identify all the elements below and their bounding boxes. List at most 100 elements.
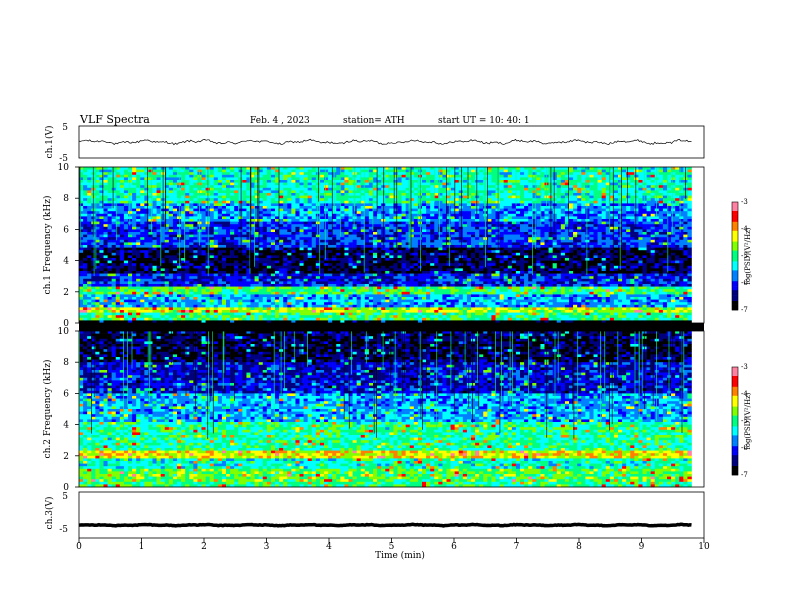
spectrogram-cell <box>107 185 112 189</box>
spectrogram-cell <box>552 169 558 173</box>
spectrogram-cell <box>148 190 153 194</box>
spectrogram-cell <box>348 234 353 238</box>
spectrogram-cell <box>438 219 443 222</box>
spectrogram-cell <box>662 237 668 241</box>
spectrogram-cell <box>593 180 598 183</box>
spectrogram-cell <box>528 219 533 222</box>
spectrogram-cell <box>107 208 112 212</box>
spectrogram-cell <box>360 187 366 191</box>
spectrogram-cell <box>401 182 406 186</box>
spectrogram-cell <box>560 239 566 243</box>
spectrogram-cell <box>430 234 435 238</box>
spectrogram-cell <box>352 242 357 246</box>
spectrogram-cell <box>503 226 509 230</box>
spectrogram-cell <box>385 200 390 204</box>
spectrogram-cell <box>446 208 451 212</box>
spectrogram-cell <box>511 203 517 207</box>
spectrogram-cell <box>230 216 235 220</box>
spectrogram-cell <box>577 219 582 222</box>
spectrogram-cell <box>552 247 558 251</box>
spectrogram-cell <box>466 208 472 212</box>
spectrogram-cell <box>487 232 492 235</box>
spectrogram-cell <box>319 177 325 181</box>
spectrogram-cell <box>262 232 268 235</box>
spectrogram-cell <box>123 211 129 215</box>
spectrogram-cell <box>532 229 537 233</box>
spectrogram-cell <box>144 250 149 254</box>
spectrogram-cell <box>275 229 280 233</box>
spectrogram-cell <box>201 182 206 186</box>
spectrogram-cell <box>577 229 582 233</box>
spectrogram-cell <box>430 229 435 233</box>
spectrogram-cell <box>536 242 541 246</box>
spectrogram-cell <box>687 242 692 246</box>
spectrogram-cell <box>471 193 476 196</box>
spectrogram-cell <box>115 185 121 189</box>
spectrogram-cell <box>177 224 182 228</box>
spectrogram-cell <box>507 167 513 170</box>
spectrogram-cell <box>585 187 590 191</box>
spectrogram-cell <box>650 234 656 238</box>
spectrogram-cell <box>630 172 635 176</box>
spectrogram-cell <box>303 208 308 212</box>
spectrogram-cell <box>230 185 235 189</box>
spectrogram-cell <box>552 219 558 222</box>
spectrogram-cell <box>291 203 296 207</box>
spectrogram-cell <box>577 203 582 207</box>
spectrogram-cell <box>311 208 317 212</box>
spectrogram-cell <box>324 247 329 251</box>
spectrogram-cell <box>185 172 190 176</box>
spectrogram-cell <box>201 250 206 254</box>
spectrogram-cell <box>234 187 239 191</box>
spectrogram-cell <box>667 203 672 207</box>
spectrogram-cell <box>254 177 259 181</box>
spectrogram-cell <box>83 242 88 246</box>
spectrogram-cell <box>679 203 684 207</box>
spectrogram-cell <box>556 245 562 248</box>
spectrogram-cell <box>675 187 680 191</box>
spectrogram-cell <box>520 174 525 178</box>
spectrogram-cell <box>348 242 353 246</box>
spectrogram-cell <box>148 226 153 230</box>
spectrogram-cell <box>601 239 607 243</box>
spectrogram-cell <box>507 247 513 251</box>
spectrogram-cell <box>593 206 598 209</box>
spectrogram-cell <box>569 169 574 173</box>
spectrogram-cell <box>99 190 104 194</box>
spectrogram-cell <box>524 187 529 191</box>
spectrogram-cell <box>299 208 304 212</box>
spectrogram-cell <box>430 193 435 196</box>
spectrogram-cell <box>315 232 321 235</box>
spectrogram-cell <box>270 229 276 233</box>
spectrogram-cell <box>556 229 562 233</box>
spectrogram-cell <box>136 221 141 225</box>
spectrogram-cell <box>393 226 398 230</box>
spectrogram-cell <box>344 195 349 199</box>
spectrogram-cell <box>79 195 84 199</box>
spectrogram-cell <box>556 221 562 225</box>
spectrogram-cell <box>103 195 108 199</box>
spectrogram-cell <box>569 172 574 176</box>
spectrogram-cell <box>646 219 651 222</box>
spectrogram-cell <box>646 232 651 235</box>
spectrogram-cell <box>209 180 215 183</box>
spectrogram-cell <box>230 226 235 230</box>
spectrogram-cell <box>287 185 292 189</box>
spectrogram-cell <box>564 206 570 209</box>
spectrogram-cell <box>671 195 676 199</box>
spectrogram-cell <box>283 221 288 225</box>
spectrogram-cell <box>552 177 558 181</box>
spectrogram-cell <box>556 213 562 217</box>
spectrogram-cell <box>471 203 476 207</box>
spectrogram-cell <box>528 198 533 202</box>
spectrogram-cell <box>471 234 476 238</box>
spectrogram-cell <box>115 221 121 225</box>
spectrogram-cell <box>524 234 529 238</box>
spectrogram-cell <box>328 224 333 228</box>
spectrogram-cell <box>638 206 643 209</box>
spectrogram-cell <box>115 232 121 235</box>
spectrogram-cell <box>605 232 611 235</box>
spectrogram-cell <box>548 250 553 254</box>
spectrogram-cell <box>270 190 276 194</box>
spectrogram-cell <box>123 193 129 196</box>
